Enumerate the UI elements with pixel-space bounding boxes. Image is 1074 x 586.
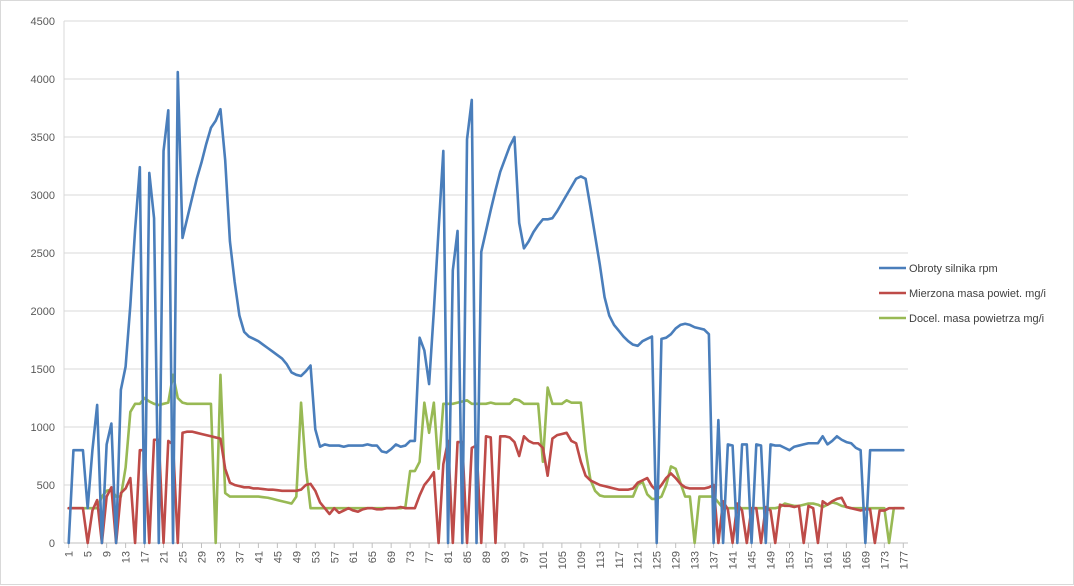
x-tick-label: 117 — [614, 551, 626, 569]
series-line-2 — [67, 430, 905, 545]
legend-entry: Obroty silnika rpm — [879, 263, 998, 275]
x-tick-label: 125 — [652, 551, 664, 569]
x-tick-label: 93 — [500, 551, 512, 563]
x-tick-label: 105 — [557, 551, 569, 569]
x-tick-label: 37 — [234, 551, 246, 563]
legend-entry: Mierzona masa powiet. mg/i — [879, 288, 1046, 300]
x-tick-label: 17 — [140, 551, 152, 563]
x-tick-label: 69 — [386, 551, 398, 563]
gridlines — [64, 20, 908, 486]
x-tick-label: 145 — [747, 551, 759, 569]
x-tick-label: 25 — [178, 551, 190, 563]
x-tick-label: 113 — [595, 551, 607, 569]
x-tick-label: 89 — [481, 551, 493, 563]
y-tick-label: 2500 — [31, 248, 55, 260]
x-tick-label: 13 — [121, 551, 133, 563]
x-tick-label: 165 — [841, 551, 853, 569]
x-tick-label: 153 — [784, 551, 796, 569]
x-tick-label: 45 — [272, 551, 284, 563]
x-tick-label: 41 — [253, 551, 265, 563]
x-tick-label: 9 — [102, 551, 114, 557]
y-tick-label: 4500 — [31, 16, 55, 28]
y-tick-label: 500 — [37, 480, 55, 492]
x-tick-label: 97 — [519, 551, 531, 563]
x-tick-label: 77 — [424, 551, 436, 563]
x-tick-label: 1 — [64, 551, 76, 557]
y-tick-label: 3500 — [31, 132, 55, 144]
x-tick-label: 61 — [348, 551, 360, 563]
x-tick-label: 21 — [159, 551, 171, 563]
legend-label: Mierzona masa powiet. mg/i — [909, 288, 1046, 300]
legend-label: Docel. masa powietrza mg/i — [909, 313, 1044, 325]
x-tick-label: 33 — [215, 551, 227, 563]
legend-label: Obroty silnika rpm — [909, 263, 998, 275]
x-tick-label: 109 — [576, 551, 588, 569]
x-tick-label: 57 — [329, 551, 341, 563]
x-tick-label: 73 — [405, 551, 417, 563]
x-tick-label: 49 — [291, 551, 303, 563]
legend: Obroty silnika rpm Mierzona masa powiet. … — [879, 263, 1046, 325]
y-tick-label: 3000 — [31, 190, 55, 202]
series-line-1 — [67, 70, 905, 545]
x-tick-label: 53 — [310, 551, 322, 563]
plot-area — [67, 70, 905, 545]
x-tick-label: 173 — [879, 551, 891, 569]
x-tick-label: 169 — [860, 551, 872, 569]
legend-entry: Docel. masa powietrza mg/i — [879, 313, 1044, 325]
x-axis: 1 5 9 13 17 21 25 29 33 37 41 45 49 53 57 61 65 69 73 77 81 8… — [64, 542, 910, 569]
x-tick-label: 85 — [462, 551, 474, 563]
x-tick-label: 133 — [690, 551, 702, 569]
y-tick-label: 1500 — [31, 364, 55, 376]
x-tick-label: 29 — [196, 551, 208, 563]
x-tick-label: 141 — [728, 551, 740, 569]
x-tick-label: 65 — [367, 551, 379, 563]
x-tick-label: 137 — [709, 551, 721, 569]
x-tick-label: 81 — [443, 551, 455, 563]
x-tick-label: 161 — [822, 551, 834, 569]
y-tick-label: 0 — [49, 538, 55, 550]
x-tick-label: 149 — [766, 551, 778, 569]
x-tick-label: 121 — [633, 551, 645, 569]
x-tick-label: 5 — [83, 551, 95, 557]
x-tick-label: 177 — [898, 551, 910, 569]
y-axis: 0 500 1000 1500 2000 2500 3000 3500 4000 4500 — [31, 16, 65, 550]
x-tick-label: 129 — [671, 551, 683, 569]
x-tick-label: 101 — [538, 551, 550, 569]
x-tick-label: 157 — [803, 551, 815, 569]
y-tick-label: 4000 — [31, 74, 55, 86]
y-tick-label: 1000 — [31, 422, 55, 434]
y-tick-label: 2000 — [31, 306, 55, 318]
